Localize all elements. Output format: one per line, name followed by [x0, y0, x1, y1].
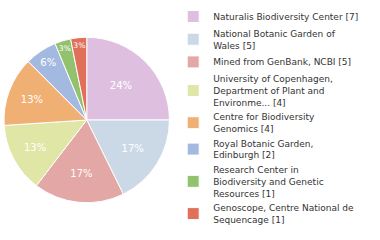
svg-text:13%: 13%: [21, 94, 43, 105]
svg-text:Genoscope, Centre National deS: Genoscope, Centre National deSequencage …: [213, 203, 354, 225]
svg-text:Royal Botanic Garden,Edinburgh: Royal Botanic Garden,Edinburgh [2]: [213, 139, 313, 161]
svg-text:13%: 13%: [24, 142, 46, 153]
svg-text:National Botanic Garden ofWale: National Botanic Garden ofWales [5]: [213, 29, 335, 51]
svg-text:Naturalis Biodiversity Center: Naturalis Biodiversity Center [7]: [213, 12, 358, 22]
svg-text:Research Center inBiodiversity: Research Center inBiodiversity and Genet…: [213, 165, 323, 198]
svg-text:3%: 3%: [59, 44, 71, 53]
svg-text:3%: 3%: [73, 41, 85, 50]
svg-text:Centre for BiodiversityGenomic: Centre for BiodiversityGenomics [4]: [213, 112, 315, 134]
svg-text:6%: 6%: [40, 57, 56, 68]
svg-text:Mined from GenBank, NCBI [5]: Mined from GenBank, NCBI [5]: [213, 57, 351, 67]
svg-text:17%: 17%: [70, 168, 92, 179]
svg-text:17%: 17%: [122, 143, 144, 154]
svg-text:24%: 24%: [110, 80, 132, 91]
svg-text:University of Copenhagen,Depar: University of Copenhagen,Department of P…: [213, 74, 333, 107]
